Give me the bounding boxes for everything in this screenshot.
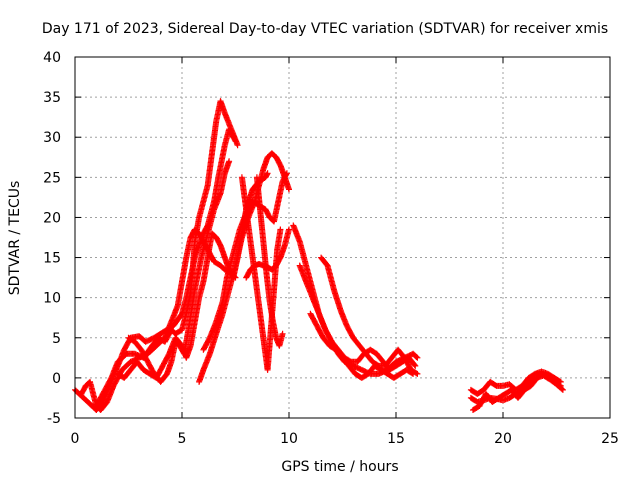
x-tick-label: 10 bbox=[280, 431, 298, 447]
data-point bbox=[286, 226, 292, 233]
data-point bbox=[409, 370, 416, 377]
y-tick-label: 15 bbox=[43, 251, 61, 267]
series-track-17 bbox=[470, 372, 566, 413]
series-track-3 bbox=[93, 98, 241, 409]
x-tick-label: 25 bbox=[601, 431, 619, 447]
series-track-10 bbox=[253, 174, 286, 349]
data-marks bbox=[72, 98, 566, 413]
x-tick-label: 15 bbox=[387, 431, 405, 447]
y-tick-label: 20 bbox=[43, 210, 61, 226]
x-tick-label: 20 bbox=[494, 431, 512, 447]
x-axis-label: GPS time / hours bbox=[281, 459, 398, 475]
x-tick-label: 0 bbox=[71, 431, 80, 447]
data-point bbox=[411, 361, 418, 368]
series-track-5 bbox=[125, 158, 233, 385]
data-point bbox=[414, 354, 421, 361]
plot-frame bbox=[74, 56, 611, 419]
y-tick-label: 30 bbox=[43, 130, 61, 146]
data-point bbox=[277, 226, 284, 233]
data-point bbox=[226, 158, 233, 165]
data-point bbox=[410, 370, 417, 377]
y-tick-label: 5 bbox=[52, 331, 61, 347]
y-tick-label: 35 bbox=[43, 90, 61, 106]
data-point bbox=[413, 354, 420, 360]
series-track-16 bbox=[467, 368, 564, 397]
data-point bbox=[279, 330, 286, 337]
y-tick-label: 0 bbox=[52, 371, 61, 387]
chart-title: Day 171 of 2023, Sidereal Day-to-day VTE… bbox=[42, 21, 608, 37]
data-point bbox=[559, 386, 566, 393]
y-tick-label: 10 bbox=[43, 291, 61, 307]
data-point bbox=[286, 186, 292, 193]
data-point bbox=[412, 362, 419, 369]
x-tick-label: 5 bbox=[178, 431, 187, 447]
data-point bbox=[559, 386, 565, 393]
y-tick-label: -5 bbox=[47, 411, 61, 427]
y-axis-label: SDTVAR / TECUs bbox=[7, 181, 23, 296]
ticks: 0 5 10 15 20 25 -5 0 5 10 15 20 25 30 35 40 bbox=[43, 50, 619, 447]
y-tick-label: 40 bbox=[43, 50, 61, 66]
y-tick-label: 25 bbox=[43, 170, 61, 186]
data-point bbox=[264, 170, 271, 177]
data-point bbox=[234, 142, 241, 149]
series-track-14 bbox=[307, 310, 417, 381]
data-point bbox=[556, 378, 563, 385]
data-point bbox=[283, 170, 290, 177]
data-point bbox=[557, 378, 564, 385]
data-point bbox=[283, 171, 290, 178]
